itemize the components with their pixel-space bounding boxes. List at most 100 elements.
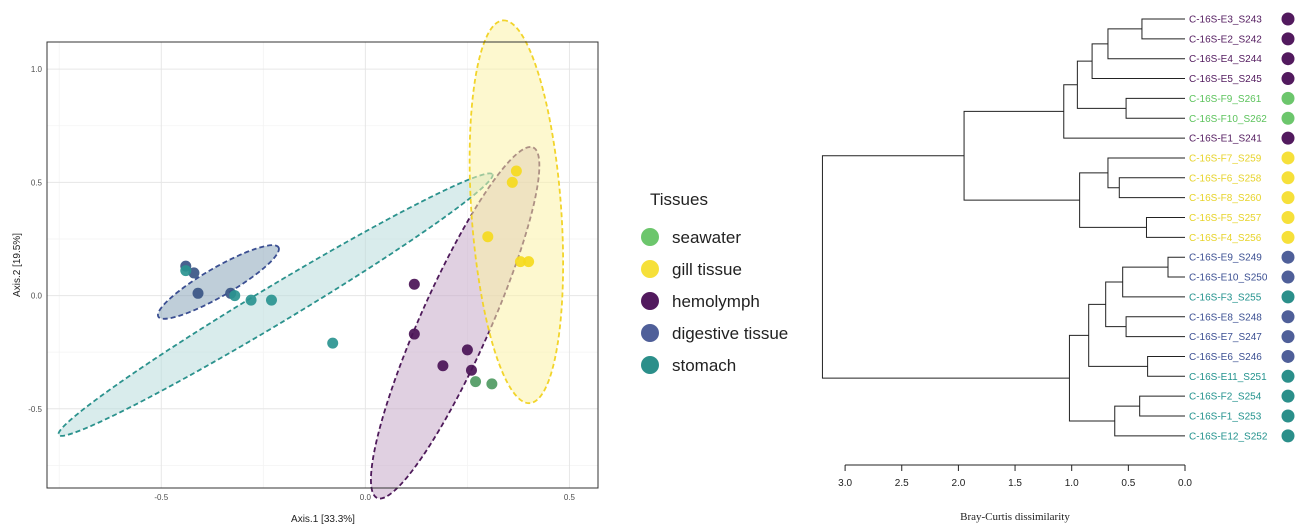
leaf-marker-seawater xyxy=(1281,111,1295,125)
leaf-marker-hemolymph xyxy=(1281,52,1295,66)
pcoa-y-axis-label: Axis.2 [19.5%] xyxy=(12,233,23,297)
point-gill-tissue xyxy=(523,256,535,268)
leaf-label: C-16S-F10_S262 xyxy=(1189,114,1267,125)
dendrogram-tick-label: 2.5 xyxy=(895,478,909,489)
legend-label-stomach: stomach xyxy=(672,356,736,375)
y-tick-label: 0.0 xyxy=(31,292,43,301)
dendrogram-branch xyxy=(1139,395,1185,417)
leaf-label: C-16S-F6_S258 xyxy=(1189,173,1262,184)
legend-label-seawater: seawater xyxy=(672,228,741,247)
dendrogram-tick-label: 2.0 xyxy=(951,478,965,489)
leaf-label: C-16S-E8_S248 xyxy=(1189,312,1262,323)
dendrogram-leaf-markers xyxy=(1281,12,1295,443)
pcoa-panel-border xyxy=(46,41,599,489)
dendrogram-branch xyxy=(1107,28,1185,60)
point-gill-tissue xyxy=(506,176,518,188)
dendrogram-branch xyxy=(1145,217,1185,238)
leaf-label: C-16S-E3_S243 xyxy=(1189,15,1262,26)
leaf-label: C-16S-F7_S259 xyxy=(1189,153,1262,164)
legend-swatch-digestive-tissue xyxy=(641,324,659,342)
leaf-label: C-16S-F5_S257 xyxy=(1189,213,1262,224)
point-stomach xyxy=(180,265,192,277)
leaf-marker-hemolymph xyxy=(1281,131,1295,145)
legend-items: seawater gill tissue hemolymph digestive ti… xyxy=(641,228,788,375)
leaf-marker-stomach xyxy=(1281,290,1295,304)
dendrogram-tick-label: 1.5 xyxy=(1008,478,1022,489)
leaf-label: C-16S-F9_S261 xyxy=(1189,94,1262,105)
point-hemolymph xyxy=(437,360,449,372)
dendrogram-branch xyxy=(1114,405,1185,437)
dendrogram-branch xyxy=(963,110,1080,201)
leaf-marker-digestive-tissue xyxy=(1281,330,1295,344)
point-seawater xyxy=(470,376,482,388)
leaf-marker-hemolymph xyxy=(1281,72,1295,86)
dendrogram-leaf-labels: C-16S-E3_S243 C-16S-E2_S242 C-16S-E4_S244 C… xyxy=(1189,15,1268,443)
ellipse-gill-tissue xyxy=(468,19,565,405)
x-tick-label: 0.0 xyxy=(360,493,372,502)
leaf-marker-hemolymph xyxy=(1281,12,1295,26)
legend-title: Tissues xyxy=(650,190,708,209)
legend-swatch-stomach xyxy=(641,356,659,374)
dendrogram-tick-label: 0.0 xyxy=(1178,478,1192,489)
dendrogram-branch xyxy=(821,155,1070,379)
pcoa-tick-labels: -0.5 0.0 0.5 -0.5 0.0 0.5 1.0 xyxy=(28,65,575,502)
point-stomach xyxy=(245,294,257,306)
leaf-marker-gill-tissue xyxy=(1281,191,1295,205)
x-tick-label: 0.5 xyxy=(564,493,576,502)
legend-swatch-gill-tissue xyxy=(641,260,659,278)
dendrogram-tick-label: 0.5 xyxy=(1121,478,1135,489)
dendrogram-branches xyxy=(821,18,1185,437)
y-tick-label: -0.5 xyxy=(28,405,42,414)
leaf-label: C-16S-E6_S246 xyxy=(1189,352,1262,363)
leaf-marker-gill-tissue xyxy=(1281,230,1295,244)
dendrogram-branch xyxy=(1076,60,1127,109)
y-tick-label: 0.5 xyxy=(31,178,43,187)
leaf-marker-stomach xyxy=(1281,409,1295,423)
leaf-label: C-16S-F2_S254 xyxy=(1189,392,1262,403)
leaf-label: C-16S-E5_S245 xyxy=(1189,74,1262,85)
dendrogram-branch xyxy=(1147,355,1185,377)
pcoa-plot: -0.5 0.0 0.5 -0.5 0.0 0.5 1.0 Axis.1 [33.3%] A… xyxy=(12,19,599,525)
leaf-marker-digestive-tissue xyxy=(1281,250,1295,264)
dendrogram-tick-label: 1.0 xyxy=(1065,478,1079,489)
leaf-marker-digestive-tissue xyxy=(1281,310,1295,324)
point-seawater xyxy=(486,378,498,390)
dendrogram-branch xyxy=(1118,177,1185,199)
leaf-marker-hemolymph xyxy=(1281,32,1295,46)
dendrogram-axis: 3.0 2.5 2.0 1.5 1.0 0.5 0.0 xyxy=(838,464,1192,489)
dendrogram: C-16S-E3_S243 C-16S-E2_S242 C-16S-E4_S244 C… xyxy=(821,12,1295,523)
point-stomach xyxy=(265,294,277,306)
leaf-marker-digestive-tissue xyxy=(1281,270,1295,284)
leaf-label: C-16S-F3_S255 xyxy=(1189,292,1262,303)
legend-label-hemolymph: hemolymph xyxy=(672,292,760,311)
leaf-marker-gill-tissue xyxy=(1281,171,1295,185)
leaf-label: C-16S-F4_S256 xyxy=(1189,233,1262,244)
leaf-label: C-16S-E1_S241 xyxy=(1189,134,1262,145)
legend-swatch-seawater xyxy=(641,228,659,246)
point-stomach xyxy=(229,290,241,302)
leaf-marker-gill-tissue xyxy=(1281,151,1295,165)
legend-label-gill-tissue: gill tissue xyxy=(672,260,742,279)
dendrogram-branch xyxy=(1063,84,1185,139)
dendrogram-branch xyxy=(1122,266,1185,298)
point-hemolymph xyxy=(461,344,473,356)
point-stomach xyxy=(327,337,339,349)
leaf-label: C-16S-E9_S249 xyxy=(1189,253,1262,264)
dendrogram-branch xyxy=(1125,316,1185,338)
leaf-marker-stomach xyxy=(1281,389,1295,403)
y-tick-label: 1.0 xyxy=(31,65,43,74)
point-digestive-tissue xyxy=(192,287,204,299)
leaf-label: C-16S-F8_S260 xyxy=(1189,193,1262,204)
dendrogram-branch xyxy=(1125,97,1185,119)
point-hemolymph xyxy=(408,328,420,340)
leaf-marker-gill-tissue xyxy=(1281,211,1295,224)
dendrogram-x-axis-label: Bray-Curtis dissimilarity xyxy=(960,511,1070,523)
leaf-label: C-16S-F1_S253 xyxy=(1189,412,1262,423)
leaf-marker-stomach xyxy=(1281,429,1295,443)
leaf-marker-digestive-tissue xyxy=(1281,349,1295,363)
pcoa-ellipses xyxy=(57,19,565,500)
leaf-label: C-16S-E10_S250 xyxy=(1189,273,1268,284)
dendrogram-branch xyxy=(1079,172,1147,228)
x-tick-label: -0.5 xyxy=(154,493,168,502)
